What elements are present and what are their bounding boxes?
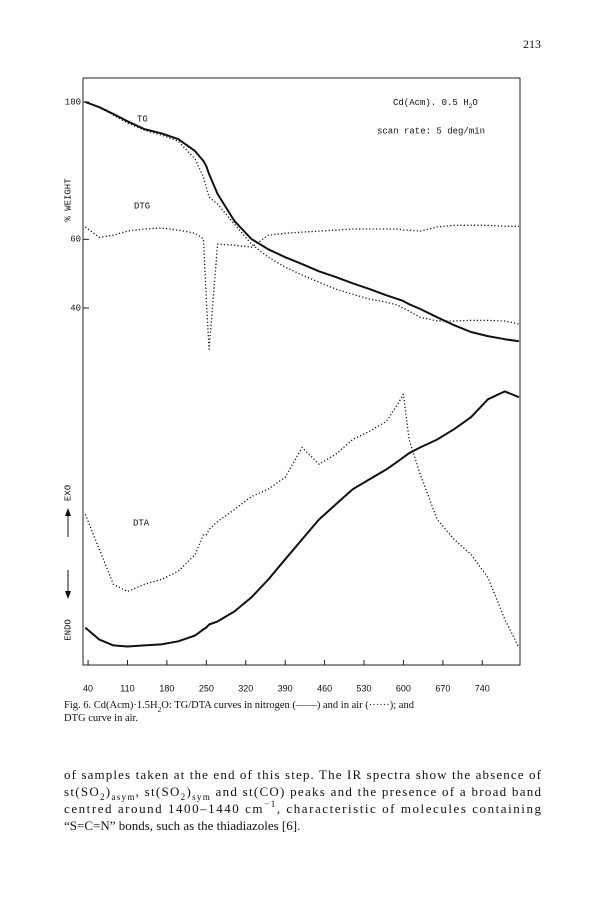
- text-segment: ): [186, 784, 190, 799]
- x-tick-label: 320: [238, 683, 253, 693]
- y-tick-label: 100: [65, 97, 81, 107]
- curve-label: DTG: [134, 201, 150, 211]
- curve: [85, 101, 520, 325]
- text-segment: 2: [469, 103, 473, 110]
- plot-frame: [82, 77, 521, 666]
- text-segment: sym: [192, 792, 210, 802]
- scan-rate-annotation: scan rate: 5 deg/min: [377, 126, 485, 136]
- x-tick-label: 670: [435, 683, 450, 693]
- page-number: 213: [523, 37, 541, 51]
- exo-label: EXO: [63, 485, 73, 501]
- text-segment: st(SO: [64, 784, 99, 799]
- exo-arrow: [65, 508, 71, 537]
- endo-arrow: [65, 570, 71, 599]
- text-segment: “S=C=N” bonds, such as the thiadiazoles …: [64, 818, 300, 833]
- text-segment: , characteristic of molecules containing: [277, 801, 542, 816]
- caption-line: DTG curve in air.: [64, 713, 138, 724]
- text-segment: 2: [100, 792, 105, 802]
- text-segment: O: TG/DTA curves in nitrogen (——) and in…: [161, 700, 414, 711]
- curve-label: TG: [137, 114, 148, 124]
- y-axis-label: % WEIGHT: [63, 178, 73, 222]
- text-segment: Fig. 6. Cd(Acm)·1.5H: [64, 700, 158, 711]
- text-segment: asym: [111, 792, 134, 802]
- body-line: of samples taken at the end of this step…: [64, 767, 542, 782]
- text-segment: DTG curve in air.: [64, 713, 138, 724]
- text-segment: Cd(Acm). 0.5 H: [393, 98, 469, 108]
- caption: Fig. 6. Cd(Acm)·1.5H2O: TG/DTA curves in…: [64, 700, 415, 724]
- compound-annotation: Cd(Acm). 0.5 H2O: [393, 98, 478, 110]
- body-text: of samples taken at the end of this step…: [64, 767, 542, 833]
- y-tick-label: 60: [70, 235, 81, 245]
- x-tick-label: 390: [278, 683, 293, 693]
- y-tick-label: 40: [70, 303, 81, 313]
- text-segment: centred around 1400–1440 cm: [64, 801, 263, 816]
- x-tick-label: 180: [159, 683, 174, 693]
- x-tick-label: 530: [356, 683, 371, 693]
- text-segment: of samples taken at the end of this step…: [64, 767, 542, 782]
- text-segment: 2: [158, 705, 162, 714]
- x-tick-label: 460: [317, 683, 332, 693]
- curve: [84, 393, 520, 648]
- text-segment: , st(SO: [136, 784, 180, 799]
- curve: [84, 101, 520, 343]
- text-segment: O: [472, 98, 477, 108]
- curve: [84, 390, 520, 648]
- endo-label: ENDO: [63, 619, 73, 641]
- x-tick-label: 40: [83, 683, 93, 693]
- body-line: “S=C=N” bonds, such as the thiadiazoles …: [64, 818, 300, 833]
- x-tick-label: 600: [396, 683, 411, 693]
- caption-line: Fig. 6. Cd(Acm)·1.5H2O: TG/DTA curves in…: [64, 700, 415, 714]
- x-tick-label: 110: [120, 683, 134, 693]
- curve: [84, 224, 519, 350]
- text-segment: ): [106, 784, 110, 799]
- body-line: centred around 1400–1440 cm −1, character…: [64, 799, 542, 816]
- x-tick-label: 250: [199, 683, 214, 693]
- x-tick-label: 740: [475, 683, 490, 693]
- text-segment: 2: [181, 792, 186, 802]
- curve-label: DTA: [133, 518, 150, 528]
